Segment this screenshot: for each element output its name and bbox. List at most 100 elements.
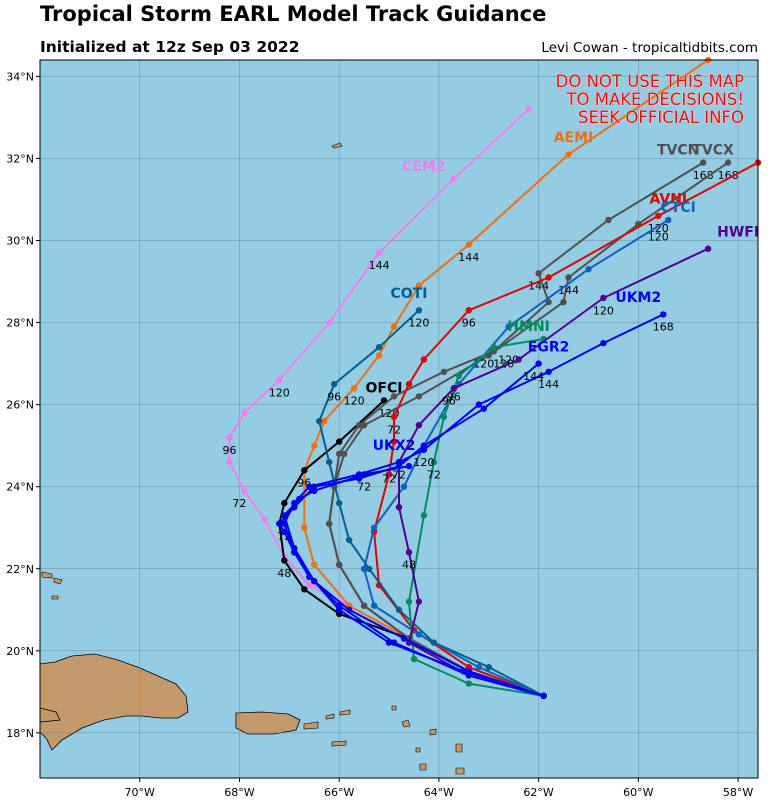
track-point: [390, 438, 398, 445]
track-point: [336, 450, 343, 458]
track-point: [281, 528, 288, 535]
track-point: [226, 458, 233, 466]
axis-labels: 70°W68°W66°W64°W62°W60°W58°W56°W18°N20°N…: [6, 70, 753, 799]
init-time: Initialized at 12z Sep 03 2022: [40, 38, 300, 56]
track-point: [415, 631, 423, 638]
island-antigua: [429, 728, 437, 736]
lat-tick-label: 32°N: [6, 152, 34, 165]
lat-tick-label: 20°N: [6, 645, 34, 658]
forecast-hour-label: 48: [277, 567, 291, 580]
forecast-hour-label: 120: [648, 222, 669, 235]
track-point: [385, 639, 393, 646]
track-point: [515, 356, 522, 363]
island-virgin: [325, 713, 335, 720]
track-point: [475, 401, 482, 408]
forecast-hour-label: 168: [653, 321, 674, 334]
forecast-hour-label: 144: [558, 284, 579, 297]
island-dominica: [419, 763, 427, 771]
forecast-hour-label: 168: [693, 169, 714, 182]
credit-text: Levi Cowan - tropicaltidbits.com: [541, 40, 758, 56]
track-point: [724, 159, 732, 166]
track-point: [420, 442, 428, 449]
forecast-hour-label: 120: [408, 317, 429, 330]
track-point: [301, 467, 308, 474]
lon-tick-label: 62°W: [523, 786, 553, 799]
track-point: [345, 536, 353, 544]
track-point: [370, 524, 378, 531]
track-line-avni: [373, 161, 759, 697]
track-point: [525, 106, 532, 113]
track-point: [415, 282, 423, 289]
model-label-cem2: CEM2: [402, 159, 446, 175]
island-anguilla: [391, 705, 397, 711]
track-point: [336, 561, 343, 568]
forecast-hour-label: 72: [357, 481, 371, 494]
track-point: [600, 294, 607, 302]
warning-line: TO MAKE DECISIONS!: [565, 90, 744, 109]
track-point: [390, 323, 398, 330]
forecast-hour-label: 96: [327, 390, 341, 403]
track-point: [301, 524, 308, 531]
model-label-ukm2: UKM2: [615, 290, 661, 306]
model-label-ofci: OFCI: [366, 380, 403, 396]
track-hmni: 72 96 120 HMNI: [405, 319, 550, 700]
model-label-aemi: AEMI: [554, 130, 594, 146]
track-point: [560, 298, 567, 306]
track-point: [350, 385, 358, 392]
island-inagua: [51, 595, 59, 600]
lat-tick-label: 34°N: [6, 70, 34, 83]
island-bermuda: [331, 142, 343, 149]
forecast-hour-label: 120: [344, 395, 365, 408]
forecast-hour-label: 48: [402, 559, 416, 572]
track-line-ukm2: [283, 313, 664, 697]
lat-tick-label: 24°N: [6, 481, 34, 494]
model-label-tvcx: TVCX: [692, 142, 734, 158]
forecast-hour-label: 72: [382, 473, 396, 486]
forecast-hour-label: 144: [458, 251, 479, 264]
track-point: [385, 471, 393, 478]
track-point: [336, 606, 343, 613]
track-point: [660, 311, 667, 318]
lon-tick-label: 58°W: [723, 786, 753, 799]
track-point: [375, 352, 383, 359]
model-label-egr2: EGR2: [528, 339, 570, 355]
track-point: [565, 274, 572, 281]
track-point: [540, 692, 547, 700]
track-point: [311, 577, 318, 585]
model-tracks: 7296120144CEM2144120AEMI487296120OFCI168…: [223, 56, 762, 700]
track-point: [321, 417, 328, 425]
track-point: [345, 606, 353, 613]
track-point: [415, 422, 423, 429]
track-point: [306, 483, 313, 490]
track-point: [326, 458, 333, 466]
forecast-hour-label: 120: [593, 304, 614, 317]
model-label-coti: COTI: [391, 286, 428, 302]
track-point: [395, 504, 403, 511]
track-point: [390, 393, 398, 400]
island-vieques: [303, 721, 319, 730]
track-point: [331, 380, 338, 388]
track-point: [485, 664, 492, 671]
track-point: [375, 344, 383, 351]
model-label-avni: AVNI: [649, 192, 687, 208]
island-turks: [41, 571, 53, 579]
island-martinique: [455, 767, 465, 775]
warning-line: SEEK OFFICIAL INFO: [578, 108, 744, 127]
forecast-hour-label: 120: [493, 358, 514, 371]
track-point: [430, 639, 438, 646]
forecast-hour-label: 144: [369, 259, 390, 272]
track-point: [281, 499, 288, 507]
track-point: [365, 565, 373, 572]
track-point: [605, 216, 612, 224]
model-label-hwfi: HWFI: [717, 224, 759, 240]
track-point: [375, 249, 383, 256]
lat-tick-label: 26°N: [6, 399, 34, 412]
track-point: [326, 319, 333, 326]
track-point: [415, 393, 423, 400]
track-point: [410, 655, 418, 663]
lon-tick-label: 68°W: [224, 786, 254, 799]
forecast-hour-label: 96: [223, 444, 237, 457]
lon-tick-label: 60°W: [623, 786, 653, 799]
track-point: [360, 565, 368, 572]
